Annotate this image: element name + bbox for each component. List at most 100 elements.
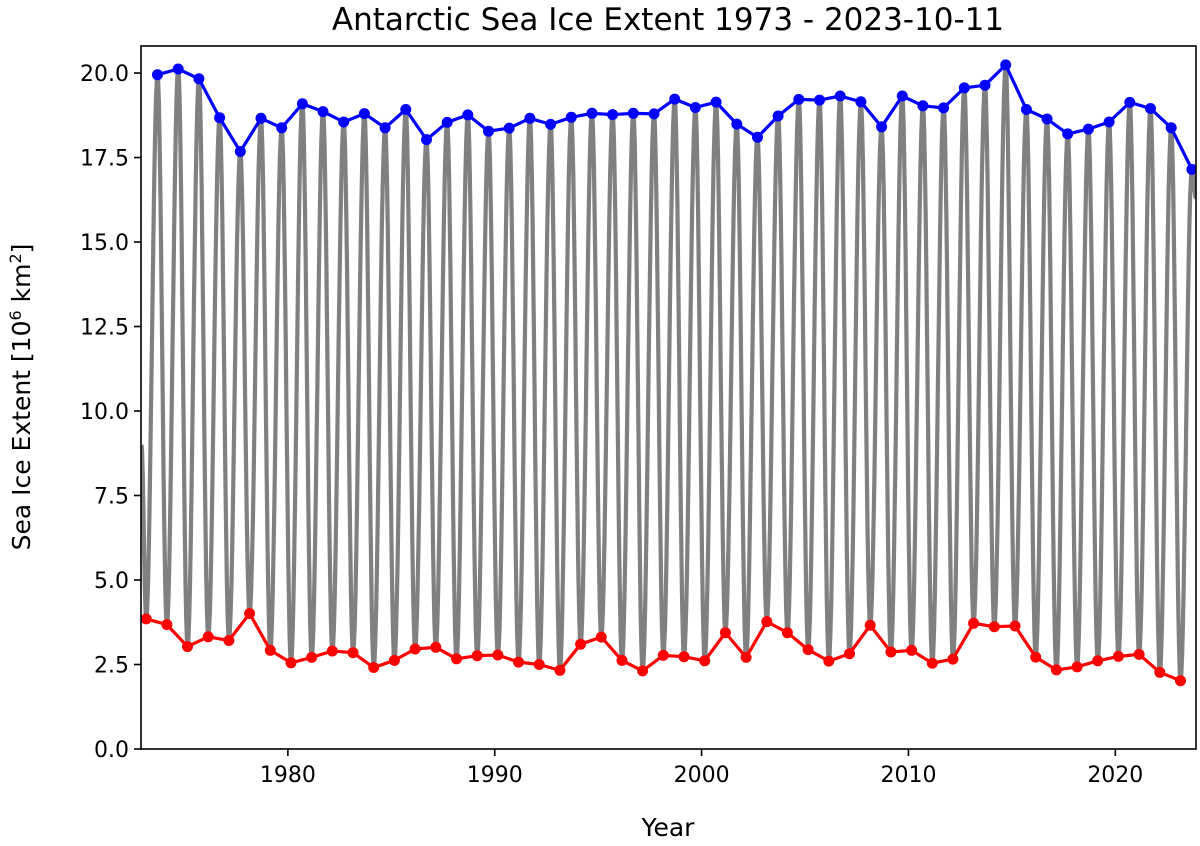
annual-maximum-point <box>1062 128 1074 140</box>
y-tick-label: 0.0 <box>94 738 129 763</box>
plot-frame <box>140 45 1197 750</box>
annual-minimum-point <box>988 621 1000 633</box>
annual-minimum-point <box>947 653 959 665</box>
y-tick-label: 15.0 <box>80 231 129 256</box>
chart-title: Antarctic Sea Ice Extent 1973 - 2023-10-… <box>332 2 1004 38</box>
annual-maximum-point <box>214 112 226 124</box>
annual-maximum-point <box>855 96 867 108</box>
annual-minimum-point <box>285 657 297 669</box>
annual-minimum-point <box>1154 666 1166 678</box>
annual-minimum-point <box>1071 661 1083 673</box>
annual-maximum-point <box>689 102 701 113</box>
annual-maximum-point <box>958 82 970 94</box>
annual-minimum-point <box>595 631 607 643</box>
annual-minimum-point <box>616 654 628 666</box>
annual-maximum-point <box>896 90 908 102</box>
x-tick-label: 2000 <box>674 763 730 788</box>
annual-minimum-point <box>761 616 773 628</box>
annual-maximum-point <box>627 107 639 119</box>
y-tick-label: 10.0 <box>80 400 129 425</box>
annual-minimum-point <box>678 651 690 663</box>
annual-minimum-point <box>885 646 897 658</box>
y-tick-label: 5.0 <box>94 569 129 594</box>
annual-maximum-point <box>441 116 453 128</box>
y-axis-label-exponent: 6 <box>6 310 25 320</box>
annual-maximum-point <box>317 106 329 118</box>
annual-minimum-point <box>326 645 338 657</box>
annual-maximum-point <box>979 79 991 91</box>
annual-maximum-point <box>814 94 825 106</box>
y-axis-label-unit: km <box>7 264 36 311</box>
annual-maximum-point <box>503 122 515 134</box>
annual-minimum-point <box>244 608 256 619</box>
x-tick-label: 1990 <box>467 763 523 788</box>
annual-maximum-point <box>524 112 536 124</box>
annual-maximum-point <box>1165 122 1177 134</box>
annual-maximum-point <box>358 108 370 120</box>
annual-minimum-point <box>637 665 649 677</box>
annual-maximum-point <box>1020 104 1032 115</box>
annual-minimum-point <box>823 655 835 667</box>
annual-minimum-point <box>906 644 918 656</box>
annual-maximum-point <box>152 69 163 81</box>
annual-maximum-point <box>1000 59 1012 71</box>
annual-minimum-point <box>1175 675 1186 687</box>
annual-maximum-point <box>793 93 805 105</box>
annual-minimum-point <box>740 651 752 663</box>
y-axis-label-end: ] <box>7 244 36 254</box>
annual-minimum-point <box>781 627 793 639</box>
annual-minimum-point <box>554 664 566 676</box>
annual-minimum-point <box>388 654 400 666</box>
y-axis-label-unit-exponent: 2 <box>6 253 25 263</box>
annual-minimum-point <box>182 641 193 653</box>
annual-minimum-point <box>513 656 524 668</box>
annual-minimum-point <box>657 649 669 661</box>
annual-minimum-point <box>1009 620 1021 632</box>
annual-minimum-point <box>492 649 504 661</box>
annual-minimum-point <box>926 657 938 669</box>
x-tick-label: 1980 <box>260 763 316 788</box>
daily-extent-line <box>141 62 1196 683</box>
annual-minimum-point <box>1112 650 1124 662</box>
annual-minimum-point <box>451 653 462 665</box>
annual-minimum-point <box>719 627 731 639</box>
annual-maximum-point <box>710 96 722 108</box>
annual-maximum-point <box>172 63 184 75</box>
annual-maximum-point <box>255 112 267 124</box>
annual-minimum-point <box>802 644 814 656</box>
annual-maximum-point <box>276 122 288 134</box>
annual-minimum-point <box>161 619 173 631</box>
annual-minimum-point <box>1030 651 1042 663</box>
annual-minimum-point <box>1133 648 1145 660</box>
annual-maximum-point <box>483 125 494 137</box>
y-axis-label: Sea Ice Extent [106 km2] <box>6 244 36 551</box>
annual-minimum-point <box>141 613 152 625</box>
annual-maximum-point <box>296 98 308 110</box>
annual-minimum-point <box>202 631 214 643</box>
annual-maximum-point <box>1041 113 1053 125</box>
y-axis: 0.0 2.5 5.0 7.5 10.0 12.5 15.0 17.5 20.0 <box>80 62 141 763</box>
annual-minimum-point <box>575 638 587 650</box>
annual-maximum-point <box>586 107 598 119</box>
x-tick-label: 2010 <box>880 763 936 788</box>
y-tick-label: 12.5 <box>80 316 129 341</box>
annual-maximum-point <box>834 90 846 102</box>
annual-minimum-point <box>306 651 318 663</box>
y-tick-label: 7.5 <box>94 485 129 510</box>
annual-maximum-point <box>1103 116 1115 128</box>
y-tick-label: 20.0 <box>80 62 129 87</box>
y-tick-label: 17.5 <box>80 147 129 172</box>
annual-minimum-point <box>1050 664 1062 676</box>
annual-minimum-point <box>533 659 545 670</box>
y-tick-label: 2.5 <box>94 654 129 679</box>
annual-maximum-point <box>462 109 474 121</box>
annual-maximum-point <box>752 131 763 143</box>
annual-maximum-point <box>379 122 391 134</box>
annual-minimum-point <box>430 641 442 653</box>
annual-maximum-point <box>338 116 350 128</box>
annual-maximum-point <box>421 134 432 146</box>
annual-maximum-point <box>1082 123 1094 135</box>
annual-maximum-point <box>731 118 743 130</box>
annual-minimum-point <box>844 648 855 660</box>
